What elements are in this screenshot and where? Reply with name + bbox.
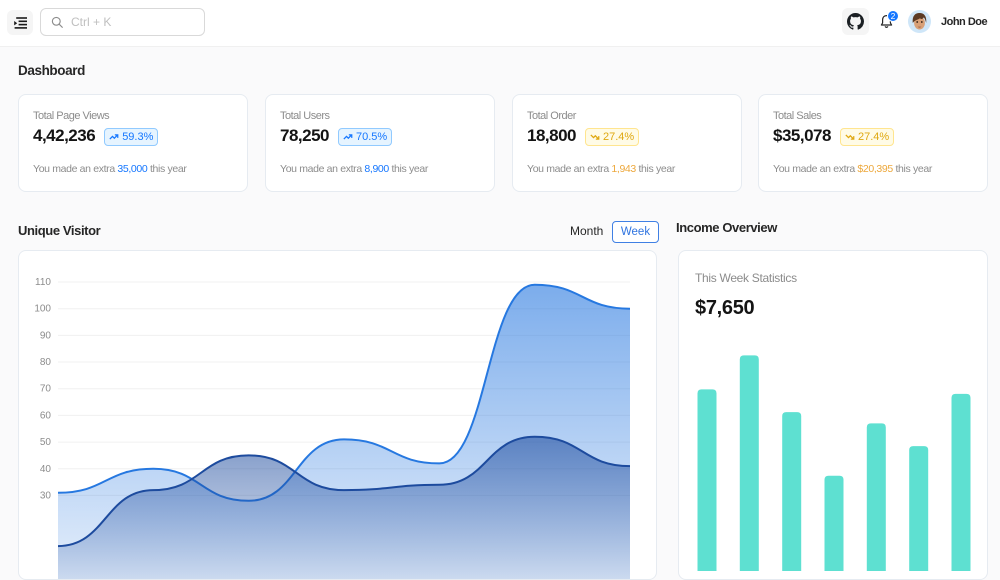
svg-text:110: 110 (35, 277, 51, 288)
svg-text:40: 40 (40, 464, 52, 475)
svg-text:80: 80 (40, 357, 52, 368)
svg-text:60: 60 (40, 410, 52, 421)
svg-text:30: 30 (40, 490, 52, 501)
svg-text:50: 50 (40, 437, 52, 448)
svg-text:70: 70 (40, 384, 52, 395)
svg-text:90: 90 (40, 330, 52, 341)
svg-text:100: 100 (34, 304, 51, 315)
